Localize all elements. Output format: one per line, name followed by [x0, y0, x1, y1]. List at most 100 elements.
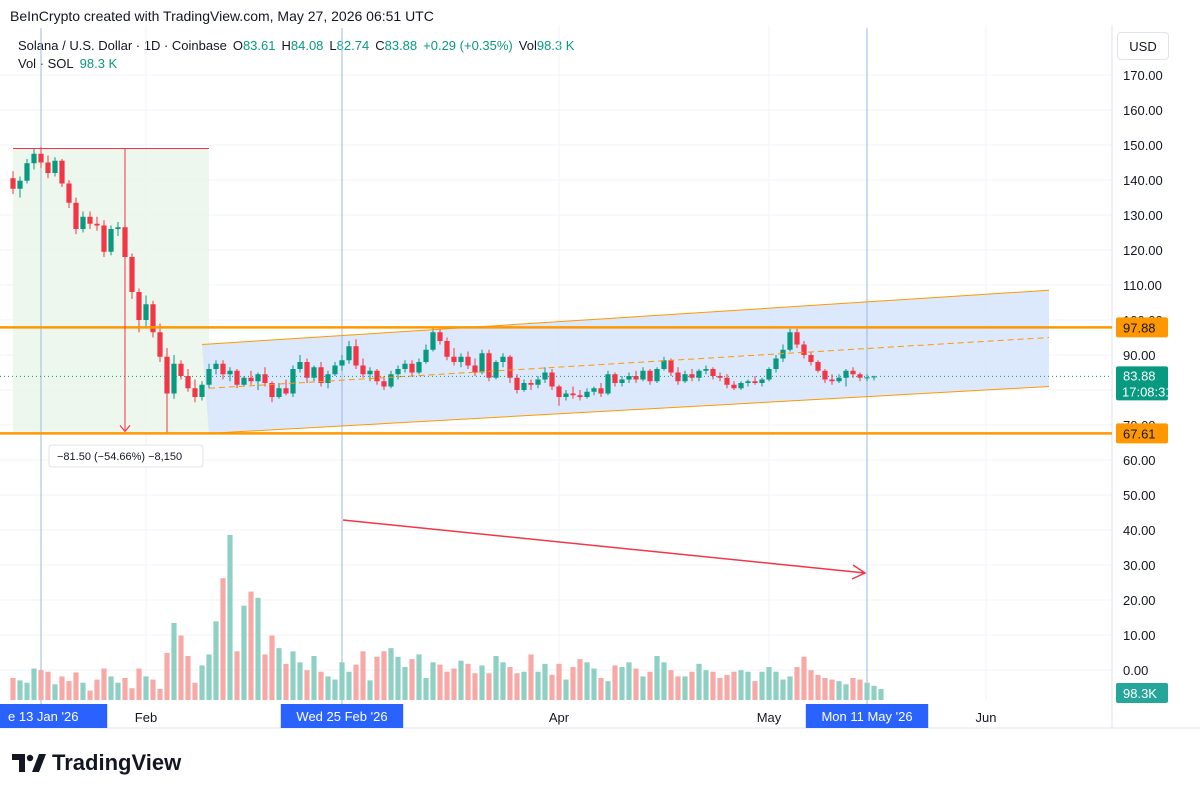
candle-body	[318, 367, 324, 383]
volume-bar	[871, 685, 877, 700]
candle-body	[598, 388, 604, 394]
volume-bar	[80, 682, 86, 700]
volume-bar	[115, 682, 121, 700]
price-tick-label: 150.00	[1123, 138, 1163, 153]
open-label: O	[232, 38, 243, 53]
volume-bar	[703, 670, 709, 700]
volume-bar	[514, 673, 520, 700]
volume-bar	[31, 668, 37, 700]
channel-mid-line	[208, 337, 1050, 389]
candle-body	[255, 374, 261, 382]
candle-body	[367, 370, 373, 375]
volume-bar	[647, 671, 653, 700]
candle-body	[38, 153, 44, 163]
candle-body	[66, 183, 72, 203]
volume-bar	[346, 671, 352, 700]
volume-bar	[227, 535, 233, 700]
price-tick-label: 0.00	[1123, 663, 1148, 678]
candle-body	[150, 304, 156, 333]
candle-body	[682, 374, 688, 382]
volume-bar	[213, 621, 219, 700]
volume-bar	[710, 671, 716, 700]
volume-bar	[577, 659, 583, 700]
volume-bar	[136, 668, 142, 700]
candle-body	[549, 372, 555, 387]
candle-body	[325, 374, 331, 383]
candle-body	[332, 365, 338, 375]
support-badge: 67.61	[1116, 423, 1168, 444]
candle-body	[213, 363, 219, 369]
candle-body	[297, 362, 303, 369]
volume-bar	[353, 664, 359, 700]
candle-body	[563, 393, 569, 397]
tradingview-logo[interactable]: TradingView	[12, 750, 181, 776]
volume-bar	[535, 671, 541, 700]
candle-body	[395, 369, 401, 375]
candle-body	[381, 381, 387, 387]
volume-bar	[626, 662, 632, 700]
symbol-title[interactable]: Solana / U.S. Dollar · 1D · Coinbase	[18, 38, 227, 53]
currency-button[interactable]: USD	[1117, 32, 1169, 60]
candle-body	[871, 376, 877, 378]
volume-row: Vol · SOL 98.3 K	[18, 55, 574, 73]
time-axis[interactable]: Feb Apr May Jun e 13 Jan '26 Wed 25 Feb '26 Mo…	[0, 704, 996, 728]
candle-body	[269, 383, 275, 397]
volume-bar	[24, 682, 30, 700]
volume-bar	[738, 670, 744, 700]
volume-bar	[745, 671, 751, 700]
candle-body	[185, 376, 191, 389]
volume-bar	[395, 656, 401, 700]
low-label: L	[329, 38, 337, 53]
volume-bar	[794, 667, 800, 700]
volume-bar	[815, 674, 821, 700]
volume-bar	[822, 678, 828, 700]
candle-body	[283, 388, 289, 394]
volume-bar	[332, 679, 338, 700]
candle-body	[304, 362, 310, 378]
candle-body	[850, 370, 856, 375]
volume-bar	[297, 662, 303, 700]
volume-bar	[528, 654, 534, 700]
candle-body	[528, 383, 534, 385]
resistance-badge-text: 97.88	[1123, 320, 1156, 335]
volume-bar	[661, 662, 667, 700]
volume-bar	[157, 689, 163, 700]
measure-label-text: −81.50 (−54.66%) −8,150	[57, 451, 182, 463]
resistance-badge: 97.88	[1116, 317, 1168, 338]
volume-bar	[73, 672, 79, 700]
volume-bar	[787, 676, 793, 700]
time-marker-badge: e 13 Jan '26	[0, 704, 108, 728]
candle-body	[234, 370, 240, 385]
candle-body	[836, 377, 842, 382]
volume-bar	[444, 671, 450, 700]
candle-body	[780, 349, 786, 359]
volume-bar	[311, 656, 317, 700]
candle-body	[423, 349, 429, 362]
volume-bar	[94, 679, 100, 700]
time-marker-badge-bg	[805, 704, 929, 728]
candle-body	[87, 216, 93, 224]
volume-bar	[234, 651, 240, 700]
candle-body	[24, 163, 30, 181]
candle-body	[157, 332, 163, 357]
support-badge-text: 67.61	[1123, 426, 1156, 441]
measure-zone	[13, 148, 209, 434]
volume-indicator-label[interactable]: Vol · SOL	[18, 56, 74, 71]
volume-bar	[430, 662, 436, 700]
chart-credit: BeInCrypto created with TradingView.com,…	[10, 8, 434, 24]
volume-bar	[108, 676, 114, 700]
low-value: 82.74	[336, 38, 370, 53]
candle-body	[129, 257, 135, 292]
volume-bar	[640, 676, 646, 700]
candle-body	[829, 379, 835, 382]
volume-bar	[808, 670, 814, 700]
candle-body	[626, 376, 632, 380]
candle-body	[59, 160, 65, 184]
volume-bar	[241, 605, 247, 700]
volume-bar	[598, 678, 604, 700]
time-tick-label: May	[757, 710, 782, 725]
time-marker-badge: Mon 11 May '26	[805, 704, 929, 728]
tradingview-logo-icon	[12, 754, 46, 772]
candle-body	[465, 356, 471, 366]
